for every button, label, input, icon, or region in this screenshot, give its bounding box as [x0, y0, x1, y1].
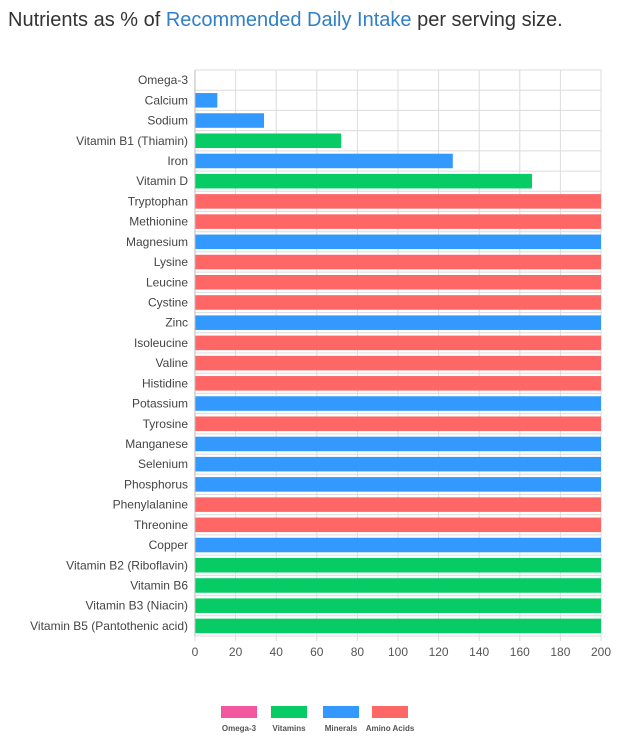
bar[interactable] — [195, 355, 601, 371]
bar[interactable] — [195, 133, 342, 149]
bar[interactable] — [195, 598, 601, 613]
bar[interactable] — [195, 396, 601, 411]
tick-label: 120 — [429, 645, 449, 659]
category-label: Phenylalanine — [113, 498, 189, 512]
category-label: Vitamin B5 (Pantothenic acid) — [30, 619, 188, 633]
bar[interactable] — [195, 93, 218, 108]
legend-swatch[interactable] — [221, 706, 257, 718]
category-label: Cystine — [148, 295, 188, 309]
legend-label[interactable]: Omega-3 — [222, 724, 257, 733]
bar[interactable] — [195, 618, 601, 634]
legend-swatch[interactable] — [271, 706, 307, 718]
category-label: Methionine — [129, 215, 188, 229]
category-label: Tryptophan — [128, 194, 188, 208]
bar[interactable] — [195, 173, 532, 189]
category-label: Leucine — [146, 275, 188, 289]
bar[interactable] — [195, 335, 601, 351]
tick-label: 40 — [270, 645, 284, 659]
bar[interactable] — [195, 153, 453, 169]
bar[interactable] — [195, 194, 601, 209]
category-label: Vitamin B2 (Riboflavin) — [66, 558, 188, 572]
tick-label: 200 — [591, 645, 611, 659]
bar[interactable] — [195, 537, 601, 553]
tick-label: 20 — [229, 645, 243, 659]
category-label: Calcium — [145, 93, 188, 107]
rdi-link[interactable]: Recommended Daily Intake — [165, 9, 412, 31]
category-label: Vitamin B3 (Niacin) — [86, 599, 188, 613]
bar[interactable] — [195, 456, 601, 472]
title-suffix: per serving size. — [411, 9, 563, 31]
category-label: Isoleucine — [134, 336, 188, 350]
category-label: Valine — [156, 356, 189, 370]
tick-label: 0 — [192, 645, 199, 659]
tick-label: 60 — [310, 645, 324, 659]
bar[interactable] — [195, 497, 601, 512]
legend-swatch[interactable] — [323, 706, 359, 718]
legend-swatch[interactable] — [372, 706, 408, 718]
legend-label[interactable]: Minerals — [325, 724, 358, 733]
bar[interactable] — [195, 376, 601, 391]
legend-label[interactable]: Vitamins — [272, 724, 306, 733]
bar[interactable] — [195, 274, 601, 290]
category-label: Iron — [167, 154, 188, 168]
tick-label: 100 — [388, 645, 408, 659]
bar[interactable] — [195, 113, 265, 128]
category-label: Lysine — [154, 255, 189, 269]
category-label: Potassium — [132, 397, 188, 411]
category-label: Magnesium — [126, 235, 188, 249]
bar[interactable] — [195, 578, 601, 593]
bar[interactable] — [195, 416, 601, 432]
bar[interactable] — [195, 436, 601, 452]
bar[interactable] — [195, 477, 601, 492]
bar[interactable] — [195, 295, 601, 310]
title-prefix: Nutrients as % of — [8, 9, 166, 31]
bar[interactable] — [195, 214, 601, 229]
category-label: Manganese — [125, 437, 188, 451]
bar[interactable] — [195, 557, 601, 573]
legend-label[interactable]: Amino Acids — [366, 724, 415, 733]
category-label: Tyrosine — [143, 417, 189, 431]
category-label: Zinc — [165, 316, 188, 330]
category-label: Threonine — [134, 518, 188, 532]
tick-label: 80 — [351, 645, 365, 659]
page-title: Nutrients as % of Recommended Daily Inta… — [8, 9, 563, 32]
bar[interactable] — [195, 517, 601, 533]
category-label: Vitamin D — [136, 174, 188, 188]
tick-label: 160 — [510, 645, 530, 659]
bar[interactable] — [195, 254, 601, 270]
category-label: Sodium — [147, 114, 188, 128]
bar[interactable] — [195, 315, 601, 330]
tick-label: 140 — [469, 645, 489, 659]
bar[interactable] — [195, 234, 601, 250]
category-label: Omega-3 — [138, 73, 188, 87]
category-label: Selenium — [138, 457, 188, 471]
category-label: Vitamin B1 (Thiamin) — [76, 134, 188, 148]
category-label: Histidine — [142, 376, 188, 390]
tick-label: 180 — [550, 645, 570, 659]
category-label: Copper — [149, 538, 188, 552]
category-label: Phosphorus — [124, 477, 188, 491]
category-label: Vitamin B6 — [130, 578, 188, 592]
